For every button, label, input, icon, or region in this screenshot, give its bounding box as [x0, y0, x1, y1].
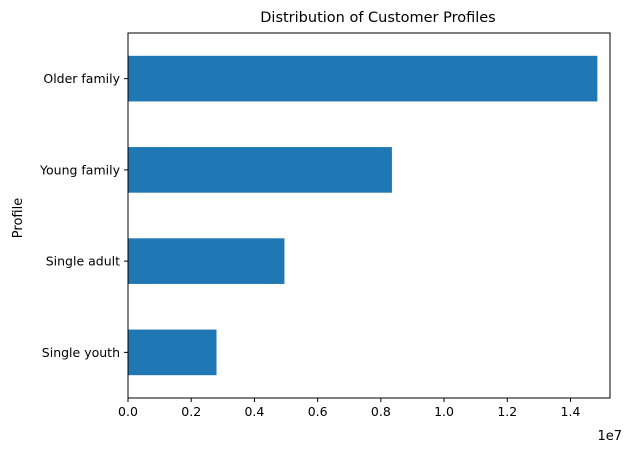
bar-older-family: [128, 55, 598, 102]
y-axis-label: Profile: [11, 198, 26, 238]
x-tick-label: 1.4: [561, 404, 581, 419]
y-tick-label: Single adult: [46, 254, 120, 269]
x-tick-label: 1.2: [497, 404, 517, 419]
bar-single-adult: [128, 238, 285, 284]
y-tick-label: Older family: [43, 71, 120, 86]
bars-group: [128, 55, 598, 376]
x-axis-offset-label: 1e7: [597, 429, 622, 444]
x-tick-label: 0.4: [244, 404, 264, 419]
x-tick-label: 0.2: [181, 404, 201, 419]
x-tick-label: 1.0: [434, 404, 454, 419]
chart-title: Distribution of Customer Profiles: [260, 10, 495, 26]
bar-young-family: [128, 147, 392, 193]
x-tick-label: 0.6: [308, 404, 328, 419]
x-tick-label: 0.8: [371, 404, 391, 419]
x-tick-label: 0.0: [118, 404, 138, 419]
y-tick-label: Young family: [39, 162, 121, 177]
bar-single-youth: [128, 329, 217, 376]
y-tick-label: Single youth: [42, 345, 120, 360]
y-ticks-group: Single youth Single adult Young family Olde…: [39, 71, 128, 360]
x-ticks-group: 0.0 0.2 0.4 0.6 0.8 1.0 1.2 1.4: [118, 398, 580, 419]
plot-frame: [127, 32, 611, 399]
